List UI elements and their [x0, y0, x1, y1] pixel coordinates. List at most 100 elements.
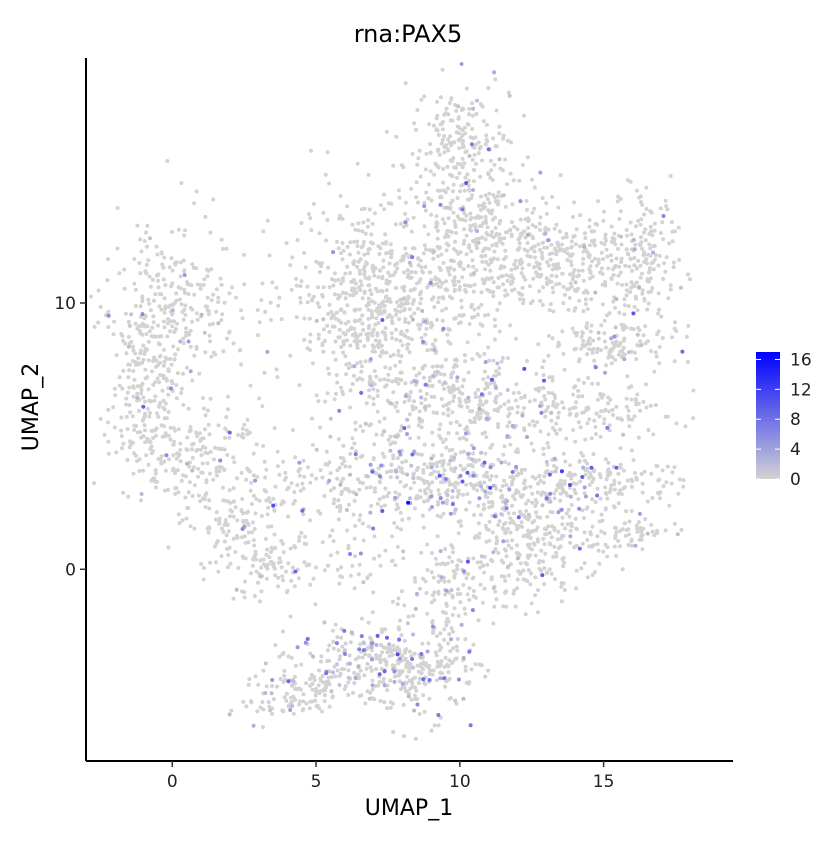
cell-point — [331, 639, 336, 644]
cell-point — [346, 680, 351, 685]
cell-point — [357, 647, 362, 652]
cell-point — [603, 407, 608, 412]
cell-point — [565, 246, 569, 251]
cell-point — [404, 328, 409, 333]
cell-point — [421, 339, 426, 344]
cell-point — [370, 469, 375, 474]
cell-point — [188, 344, 193, 349]
cell-point — [192, 526, 197, 531]
cell-point — [466, 681, 471, 686]
cell-point — [550, 524, 555, 529]
cell-point — [310, 297, 315, 302]
cell-point — [604, 363, 608, 368]
cell-point — [536, 474, 541, 479]
cell-point — [629, 509, 634, 513]
cell-point — [680, 349, 685, 354]
cell-point — [132, 377, 137, 382]
cell-point — [434, 221, 439, 226]
cell-point — [470, 608, 475, 613]
cell-point — [397, 317, 402, 322]
cell-point — [439, 195, 444, 200]
cell-point — [438, 676, 443, 681]
cell-point — [356, 318, 361, 323]
cell-point — [207, 498, 212, 503]
cell-point — [622, 336, 627, 341]
cell-point — [234, 295, 238, 300]
cell-point — [610, 340, 615, 345]
cell-point — [618, 488, 622, 493]
cell-point — [302, 337, 307, 342]
cell-point — [447, 676, 452, 681]
cell-point — [370, 221, 375, 226]
cell-point — [192, 201, 197, 206]
cell-point — [145, 223, 150, 228]
cell-point — [335, 468, 340, 473]
cell-point — [523, 501, 528, 506]
cell-point — [425, 348, 430, 353]
cell-point — [484, 399, 489, 404]
cell-point — [564, 511, 569, 516]
cell-point — [340, 276, 345, 281]
cell-point — [656, 263, 661, 268]
cell-point — [454, 644, 459, 649]
cell-point — [239, 470, 244, 475]
cell-point — [258, 599, 262, 604]
cell-point — [339, 565, 344, 570]
cell-point — [508, 171, 513, 176]
cell-point — [366, 307, 371, 312]
cell-point — [350, 690, 355, 695]
cell-point — [452, 511, 457, 516]
cell-point — [363, 421, 368, 426]
cell-point — [98, 304, 103, 309]
cell-point — [334, 391, 338, 396]
cell-point — [407, 350, 412, 355]
cell-point — [297, 535, 302, 539]
cell-point — [483, 430, 488, 435]
cell-point — [397, 656, 402, 661]
cell-point — [448, 118, 453, 123]
cell-point — [139, 384, 143, 389]
cell-point — [286, 679, 291, 684]
cell-point — [224, 533, 229, 538]
cell-point — [229, 708, 234, 713]
cell-point — [430, 480, 435, 485]
cell-point — [354, 456, 359, 461]
cell-point — [251, 473, 256, 478]
cell-point — [475, 246, 480, 251]
cell-point — [666, 296, 671, 301]
cell-point — [152, 298, 156, 303]
cell-point — [619, 256, 624, 261]
cell-point — [428, 150, 433, 155]
cell-point — [366, 296, 371, 301]
cell-point — [610, 407, 615, 412]
cell-point — [433, 650, 438, 655]
cell-point — [331, 539, 336, 544]
cell-point — [469, 463, 474, 467]
cell-point — [484, 416, 489, 421]
cell-point — [157, 304, 162, 309]
cell-point — [627, 350, 631, 355]
cell-point — [340, 257, 345, 262]
cell-point — [402, 603, 407, 608]
cell-point — [359, 634, 364, 639]
cell-point — [308, 216, 313, 221]
cell-point — [657, 253, 662, 258]
cell-point — [298, 300, 303, 305]
cell-point — [121, 368, 126, 373]
cell-point — [274, 367, 279, 372]
cell-point — [603, 280, 608, 284]
cell-point — [378, 474, 382, 479]
cell-point — [373, 286, 378, 291]
cell-point — [498, 392, 503, 396]
cell-point — [447, 579, 451, 584]
cell-point — [472, 512, 477, 517]
cell-point — [490, 500, 495, 504]
cell-point — [278, 560, 283, 564]
cell-point — [403, 246, 408, 251]
cell-point — [374, 374, 379, 379]
cell-point — [485, 122, 489, 127]
cell-point — [419, 335, 424, 340]
cell-point — [574, 412, 579, 417]
cell-point — [396, 596, 401, 601]
cell-point — [226, 553, 231, 557]
